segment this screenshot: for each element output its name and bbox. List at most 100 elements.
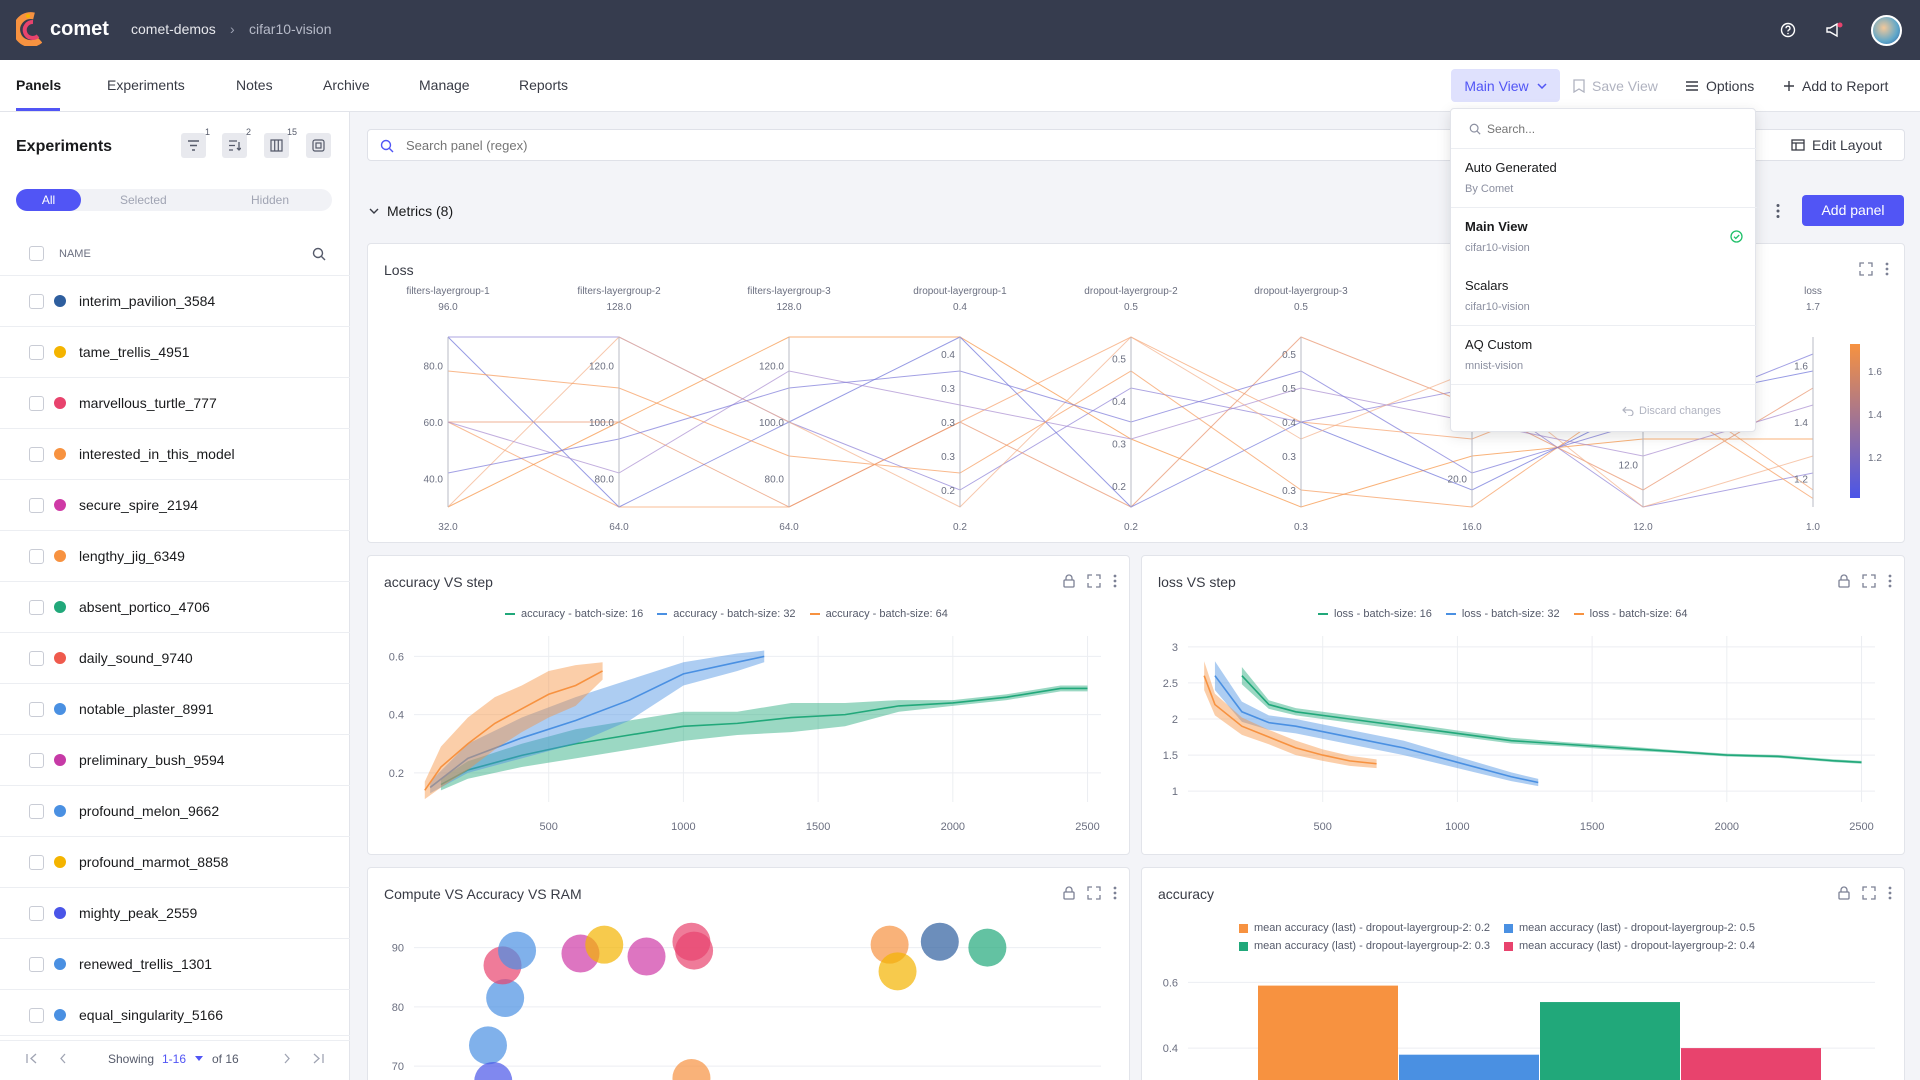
- main-view-button[interactable]: Main View: [1451, 69, 1560, 102]
- experiment-name[interactable]: renewed_trellis_1301: [79, 956, 213, 972]
- expand-icon[interactable]: [1859, 262, 1873, 276]
- add-to-report-button[interactable]: Add to Report: [1783, 78, 1888, 94]
- expand-icon[interactable]: [1862, 886, 1876, 900]
- experiment-checkbox[interactable]: [29, 650, 44, 666]
- experiment-checkbox[interactable]: [29, 446, 44, 462]
- dropdown-search-input[interactable]: [1487, 120, 1737, 138]
- options-button[interactable]: Options: [1685, 78, 1754, 94]
- lock-icon[interactable]: [1063, 574, 1075, 588]
- experiment-name[interactable]: tame_trellis_4951: [79, 344, 190, 360]
- discard-changes-button[interactable]: Discard changes: [1622, 405, 1721, 417]
- filter-all[interactable]: All: [16, 189, 81, 211]
- experiment-row[interactable]: marvellous_turtle_777: [0, 378, 350, 429]
- experiment-name[interactable]: interim_pavilion_3584: [79, 293, 216, 309]
- tab-notes[interactable]: Notes: [236, 77, 273, 93]
- expand-icon[interactable]: [1087, 574, 1101, 588]
- experiment-checkbox[interactable]: [29, 956, 44, 972]
- legend-item[interactable]: loss - batch-size: 64: [1573, 608, 1687, 620]
- experiment-name[interactable]: preliminary_bush_9594: [79, 752, 225, 768]
- experiment-checkbox[interactable]: [29, 548, 44, 564]
- breadcrumb-workspace[interactable]: comet-demos: [131, 21, 216, 37]
- experiment-checkbox[interactable]: [29, 1007, 44, 1023]
- experiment-row[interactable]: equal_singularity_5166: [0, 990, 350, 1041]
- view-option-auto-generated[interactable]: Auto Generated By Comet: [1451, 149, 1757, 208]
- experiment-name[interactable]: notable_plaster_8991: [79, 701, 214, 717]
- sort-button[interactable]: [222, 133, 247, 158]
- experiment-row[interactable]: renewed_trellis_1301: [0, 939, 350, 990]
- comet-logo[interactable]: comet: [16, 12, 109, 46]
- experiment-row[interactable]: preliminary_bush_9594: [0, 735, 350, 786]
- more-vertical-icon[interactable]: [1885, 262, 1889, 276]
- search-icon[interactable]: [312, 247, 326, 261]
- experiment-row[interactable]: absent_portico_4706: [0, 582, 350, 633]
- columns-button[interactable]: [264, 133, 289, 158]
- view-option-scalars[interactable]: Scalars cifar10-vision: [1451, 267, 1757, 326]
- search-input[interactable]: [406, 135, 1406, 155]
- next-page-icon[interactable]: [283, 1053, 291, 1064]
- group-button[interactable]: [306, 133, 331, 158]
- save-view-button[interactable]: Save View: [1573, 78, 1658, 94]
- tab-experiments[interactable]: Experiments: [107, 77, 185, 93]
- metrics-section-toggle[interactable]: Metrics (8): [369, 203, 453, 219]
- edit-layout-button[interactable]: Edit Layout: [1791, 137, 1882, 153]
- experiment-row[interactable]: interested_in_this_model: [0, 429, 350, 480]
- tab-manage[interactable]: Manage: [419, 77, 470, 93]
- legend-item[interactable]: accuracy - batch-size: 64: [809, 608, 948, 620]
- filter-button[interactable]: [181, 133, 206, 158]
- tab-reports[interactable]: Reports: [519, 77, 569, 93]
- more-vertical-icon[interactable]: [1113, 574, 1117, 588]
- more-vertical-icon[interactable]: [1113, 886, 1117, 900]
- legend-item[interactable]: accuracy - batch-size: 16: [505, 608, 643, 620]
- experiment-row[interactable]: lengthy_jig_6349: [0, 531, 350, 582]
- tab-panels[interactable]: Panels: [16, 77, 62, 93]
- lock-icon[interactable]: [1063, 886, 1075, 900]
- experiment-row[interactable]: notable_plaster_8991: [0, 684, 350, 735]
- filter-hidden[interactable]: Hidden: [251, 193, 290, 207]
- experiment-row[interactable]: secure_spire_2194: [0, 480, 350, 531]
- experiment-name[interactable]: mighty_peak_2559: [79, 905, 198, 921]
- experiment-name[interactable]: absent_portico_4706: [79, 599, 210, 615]
- legend-item[interactable]: loss - batch-size: 16: [1318, 608, 1432, 620]
- avatar[interactable]: [1871, 15, 1902, 46]
- more-vertical-icon[interactable]: [1888, 574, 1892, 588]
- announcements-icon[interactable]: [1825, 22, 1843, 38]
- experiment-checkbox[interactable]: [29, 395, 44, 411]
- tab-archive[interactable]: Archive: [323, 77, 370, 93]
- legend-item[interactable]: accuracy - batch-size: 32: [657, 608, 796, 620]
- experiment-checkbox[interactable]: [29, 497, 44, 513]
- more-vertical-icon[interactable]: [1776, 203, 1780, 219]
- experiment-name[interactable]: marvellous_turtle_777: [79, 395, 217, 411]
- select-all-checkbox[interactable]: [29, 246, 44, 261]
- help-icon[interactable]: [1780, 22, 1796, 38]
- experiment-name[interactable]: interested_in_this_model: [79, 446, 235, 462]
- experiment-name[interactable]: profound_melon_9662: [79, 803, 220, 819]
- caret-down-icon[interactable]: [195, 1056, 203, 1061]
- experiment-row[interactable]: mighty_peak_2559: [0, 888, 350, 939]
- last-page-icon[interactable]: [312, 1053, 324, 1064]
- prev-page-icon[interactable]: [59, 1053, 67, 1064]
- first-page-icon[interactable]: [26, 1053, 38, 1064]
- experiment-row[interactable]: interim_pavilion_3584: [0, 276, 350, 327]
- experiment-checkbox[interactable]: [29, 854, 44, 870]
- add-panel-button[interactable]: Add panel: [1802, 195, 1904, 226]
- experiment-checkbox[interactable]: [29, 293, 44, 309]
- experiment-checkbox[interactable]: [29, 905, 44, 921]
- experiment-checkbox[interactable]: [29, 344, 44, 360]
- legend-item[interactable]: loss - batch-size: 32: [1445, 608, 1560, 620]
- filter-selected[interactable]: Selected: [120, 193, 167, 207]
- expand-icon[interactable]: [1087, 886, 1101, 900]
- experiment-name[interactable]: lengthy_jig_6349: [79, 548, 185, 564]
- experiment-row[interactable]: tame_trellis_4951: [0, 327, 350, 378]
- pagination-range[interactable]: 1-16: [162, 1052, 187, 1066]
- expand-icon[interactable]: [1862, 574, 1876, 588]
- experiment-row[interactable]: profound_marmot_8858: [0, 837, 350, 888]
- view-option-main-view[interactable]: Main View cifar10-vision: [1451, 208, 1757, 267]
- legend-item[interactable]: mean accuracy (last) - dropout-layergrou…: [1504, 922, 1755, 934]
- experiment-checkbox[interactable]: [29, 803, 44, 819]
- experiment-name[interactable]: profound_marmot_8858: [79, 854, 229, 870]
- more-vertical-icon[interactable]: [1888, 886, 1892, 900]
- experiment-checkbox[interactable]: [29, 701, 44, 717]
- experiment-name[interactable]: daily_sound_9740: [79, 650, 193, 666]
- experiment-name[interactable]: secure_spire_2194: [79, 497, 199, 513]
- legend-item[interactable]: mean accuracy (last) - dropout-layergrou…: [1239, 940, 1490, 952]
